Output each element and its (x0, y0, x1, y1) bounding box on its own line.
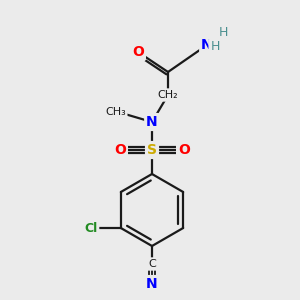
Text: O: O (114, 143, 126, 157)
Text: O: O (178, 143, 190, 157)
Text: N: N (201, 38, 213, 52)
Text: O: O (132, 45, 144, 59)
Text: H: H (218, 26, 228, 40)
Text: H: H (210, 40, 220, 53)
Text: CH₃: CH₃ (106, 107, 126, 117)
Text: CH₂: CH₂ (158, 90, 178, 100)
Text: N: N (146, 115, 158, 129)
Text: N: N (146, 277, 158, 291)
Text: C: C (148, 259, 156, 269)
Text: S: S (147, 143, 157, 157)
Text: Cl: Cl (84, 221, 98, 235)
